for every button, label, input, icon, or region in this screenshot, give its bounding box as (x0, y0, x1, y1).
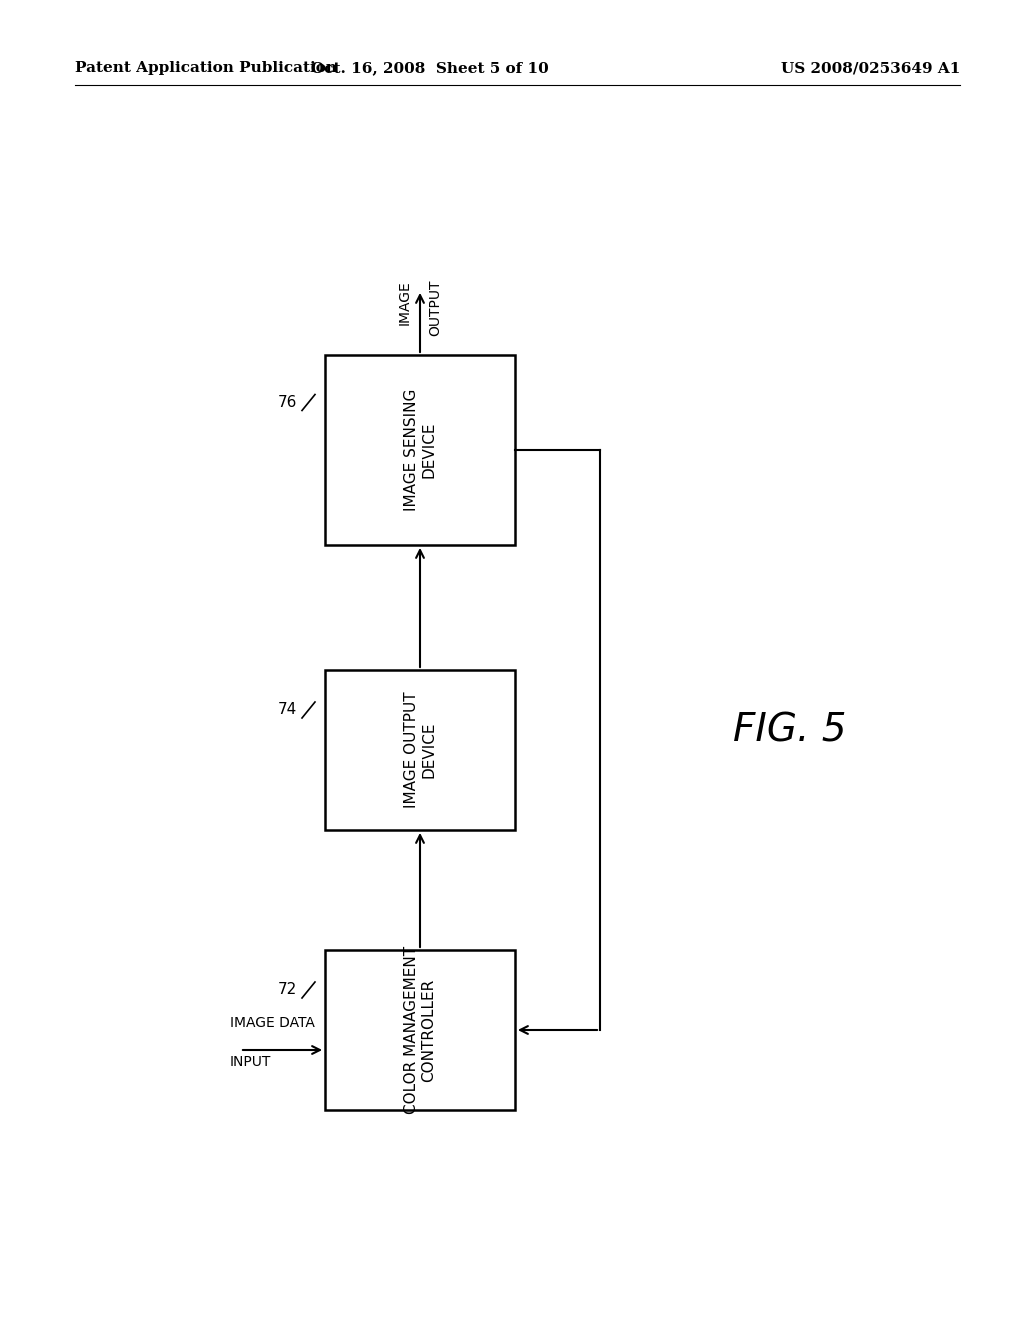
Text: 72: 72 (278, 982, 297, 998)
Text: COLOR MANAGEMENT
CONTROLLER: COLOR MANAGEMENT CONTROLLER (403, 946, 436, 1114)
Text: US 2008/0253649 A1: US 2008/0253649 A1 (780, 61, 961, 75)
Text: IMAGE SENSING
DEVICE: IMAGE SENSING DEVICE (403, 389, 436, 511)
Text: IMAGE DATA: IMAGE DATA (230, 1016, 314, 1030)
Text: FIG. 5: FIG. 5 (733, 711, 847, 748)
Bar (325, 950, 515, 1110)
Text: Oct. 16, 2008  Sheet 5 of 10: Oct. 16, 2008 Sheet 5 of 10 (311, 61, 549, 75)
Text: Patent Application Publication: Patent Application Publication (75, 61, 337, 75)
Text: OUTPUT: OUTPUT (428, 280, 442, 337)
Text: IMAGE: IMAGE (398, 280, 412, 325)
Bar (325, 355, 515, 545)
Text: INPUT: INPUT (230, 1055, 271, 1069)
Text: 76: 76 (278, 395, 297, 411)
Text: IMAGE OUTPUT
DEVICE: IMAGE OUTPUT DEVICE (403, 692, 436, 808)
Text: 74: 74 (278, 702, 297, 718)
Bar (325, 671, 515, 830)
